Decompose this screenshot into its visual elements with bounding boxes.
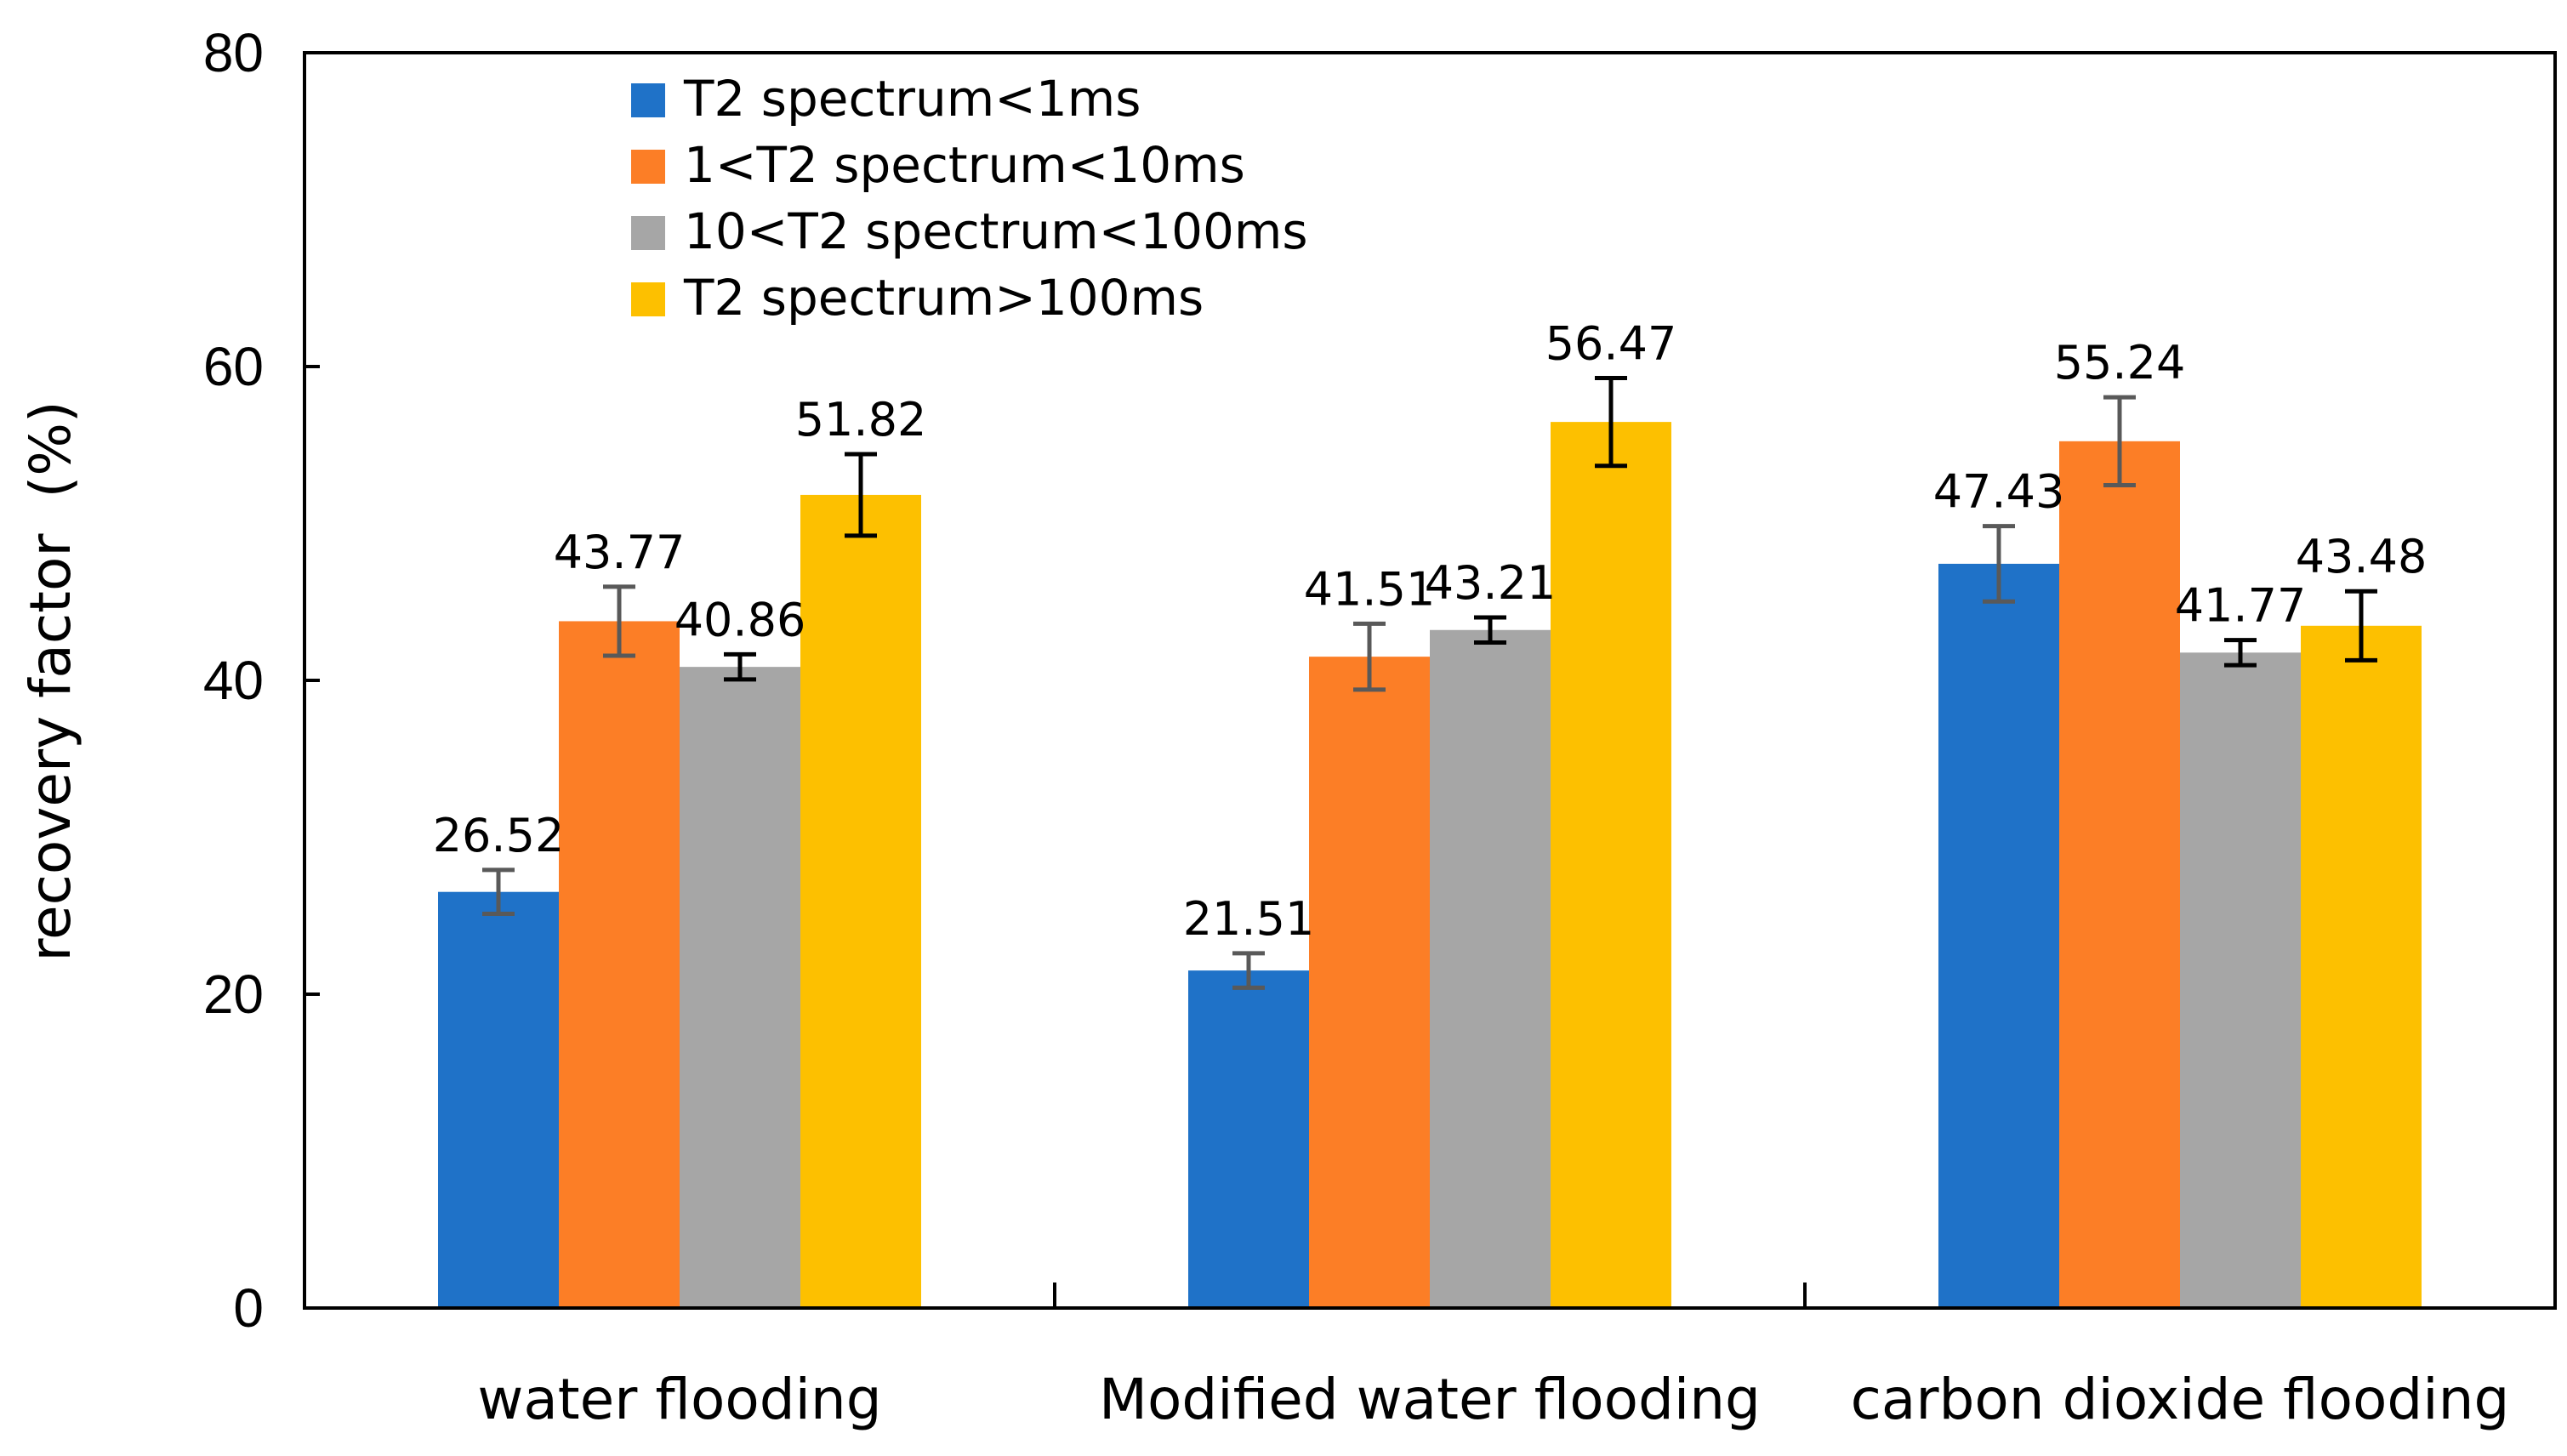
legend-label-1: 1<T2 spectrum<10ms xyxy=(684,136,1245,194)
bar-2-2 xyxy=(2180,652,2301,1308)
legend-swatch-0 xyxy=(631,83,665,117)
bar-2-0 xyxy=(1938,563,2059,1308)
data-label-2-1: 55.24 xyxy=(2054,336,2186,390)
legend-label-2: 10<T2 spectrum<100ms xyxy=(684,202,1308,260)
data-label-1-3: 56.47 xyxy=(1545,316,1677,370)
bar-2-1 xyxy=(2059,441,2180,1308)
category-label-1: Modified water flooding xyxy=(1099,1367,1761,1432)
y-tick-label-0: 0 xyxy=(233,1277,264,1339)
legend-entry-1: 1<T2 spectrum<10ms xyxy=(631,136,1245,194)
y-tick-label-1: 20 xyxy=(203,964,264,1025)
error-bar-0-3 xyxy=(845,452,877,538)
legend-swatch-1 xyxy=(631,150,665,184)
y-tick-label-2: 40 xyxy=(203,650,264,711)
error-bar-0-2 xyxy=(724,651,756,682)
data-label-0-2: 40.86 xyxy=(674,593,806,646)
bar-1-3 xyxy=(1551,422,1671,1308)
data-label-2-2: 41.77 xyxy=(2175,579,2307,633)
y-tick-label-3: 60 xyxy=(203,336,264,397)
legend-label-3: T2 spectrum>100ms xyxy=(683,269,1204,327)
bar-0-0 xyxy=(438,891,559,1308)
data-label-2-0: 47.43 xyxy=(1933,465,2065,519)
y-axis-label: recovery factor (%) xyxy=(18,401,83,961)
bar-1-0 xyxy=(1188,970,1309,1308)
y-tick-label-4: 80 xyxy=(203,22,264,83)
error-bar-2-2 xyxy=(2224,638,2257,668)
category-label-0: water flooding xyxy=(477,1367,881,1432)
bar-2-3 xyxy=(2301,625,2422,1308)
bar-0-1 xyxy=(559,621,680,1308)
legend-entry-3: T2 spectrum>100ms xyxy=(631,269,1204,327)
error-bar-0-1 xyxy=(603,584,635,658)
error-bar-2-1 xyxy=(2103,395,2136,487)
error-bar-1-3 xyxy=(1595,375,1627,469)
bars-layer xyxy=(438,422,2422,1308)
legend-swatch-3 xyxy=(631,282,665,316)
legend-label-0: T2 spectrum<1ms xyxy=(683,70,1141,128)
legend-entry-0: T2 spectrum<1ms xyxy=(631,70,1141,128)
data-label-1-2: 43.21 xyxy=(1425,556,1557,610)
data-label-0-3: 51.82 xyxy=(795,393,927,446)
category-label-2: carbon dioxide flooding xyxy=(1851,1367,2510,1432)
data-label-0-1: 43.77 xyxy=(554,526,686,579)
data-label-1-1: 41.51 xyxy=(1304,562,1436,616)
axes-layer: water flooding Modified water flooding car… xyxy=(203,22,2557,1432)
error-bar-1-2 xyxy=(1474,615,1506,646)
data-label-1-0: 21.51 xyxy=(1183,892,1315,946)
bar-1-1 xyxy=(1309,657,1430,1308)
legend-swatch-2 xyxy=(631,216,665,250)
legend: T2 spectrum<1ms 1<T2 spectrum<10ms 10<T2 s… xyxy=(631,70,1308,327)
data-label-0-0: 26.52 xyxy=(433,809,565,862)
error-bar-2-0 xyxy=(1983,524,2015,604)
bar-0-3 xyxy=(800,494,921,1308)
error-bar-2-3 xyxy=(2345,589,2377,663)
error-bar-1-0 xyxy=(1232,951,1265,990)
legend-entry-2: 10<T2 spectrum<100ms xyxy=(631,202,1308,260)
bar-0-2 xyxy=(680,667,800,1308)
error-bar-1-1 xyxy=(1353,621,1386,692)
error-bars-layer xyxy=(482,375,2377,990)
data-label-2-3: 43.48 xyxy=(2296,530,2428,583)
bar-1-2 xyxy=(1430,629,1551,1308)
error-bar-0-0 xyxy=(482,867,515,917)
